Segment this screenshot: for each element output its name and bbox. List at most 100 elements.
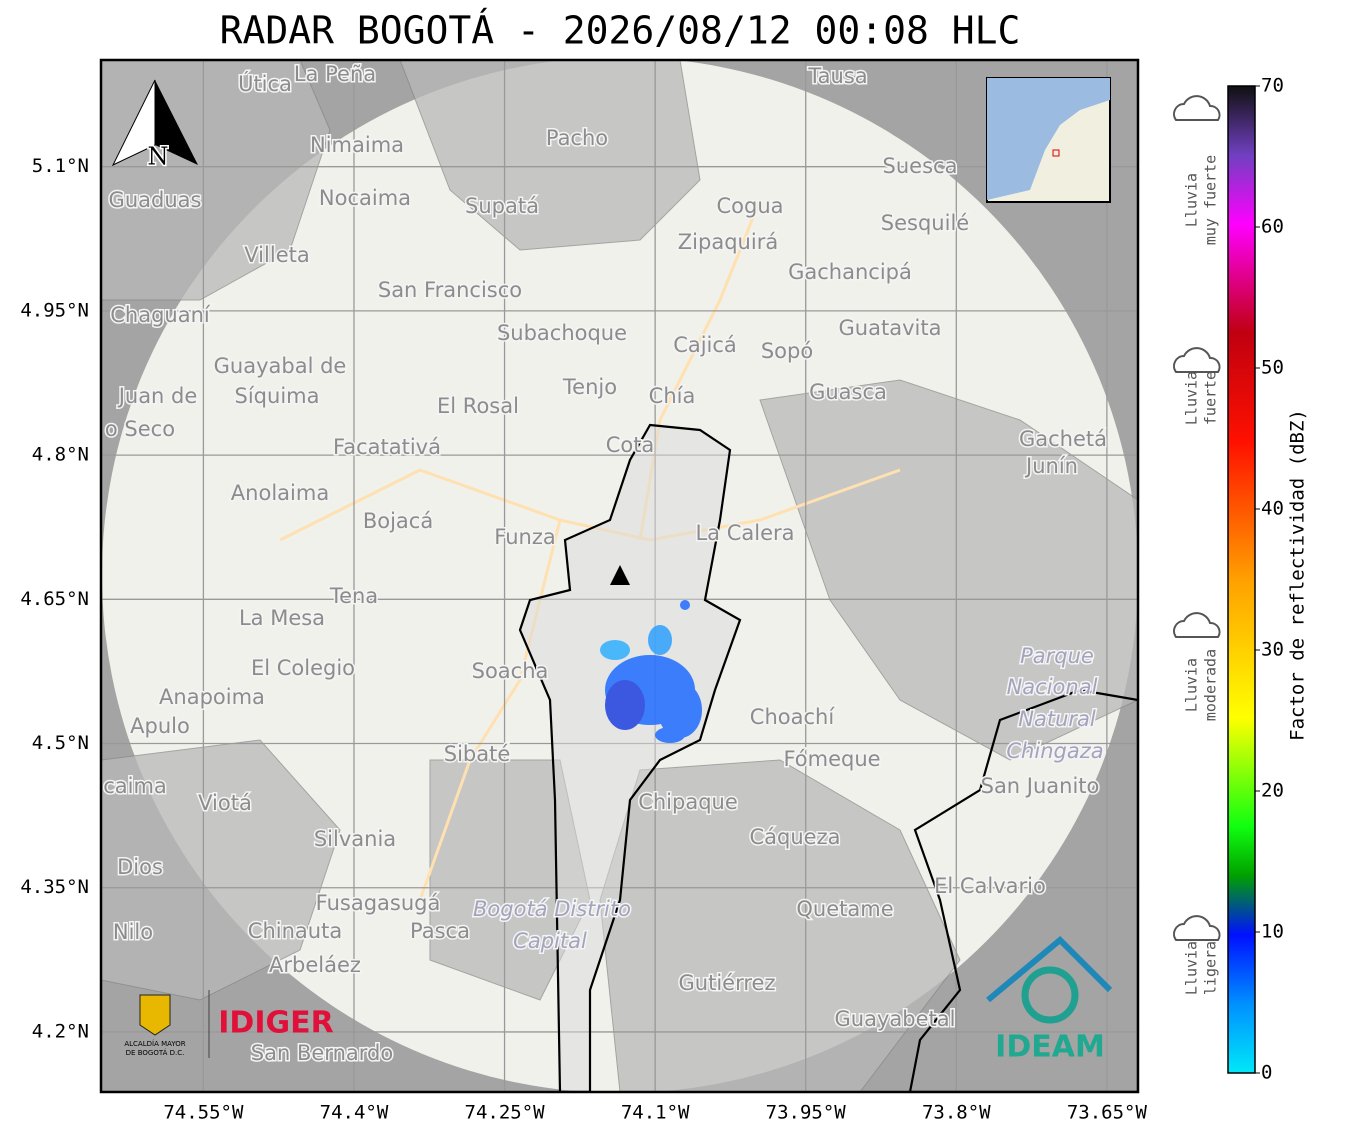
category-label: muy fuerte (1202, 155, 1220, 245)
place-label: Sesquilé (881, 211, 969, 235)
colorbar-tick-label: 40 (1261, 498, 1284, 520)
ideam-roof (986, 935, 1113, 1003)
place-label: Quetame (796, 897, 893, 921)
place-label: Juan de (117, 384, 198, 408)
ideam-swirl (1021, 966, 1079, 1024)
radar-site (610, 565, 630, 585)
category-label: Lluvia (1183, 941, 1201, 995)
place-label: La Calera (695, 521, 794, 545)
alcaldia-line: DE BOGOTÁ D.C. (126, 1048, 185, 1057)
place-label: El Calvario (934, 874, 1046, 898)
colorbar-tick-label: 60 (1261, 216, 1284, 238)
place-label: Guaduas (109, 188, 202, 212)
cloud-icon (1173, 612, 1221, 638)
lat-tick-label: 4.65°N (20, 588, 89, 610)
rain-category: Lluvia moderada (1173, 612, 1221, 721)
place-label: La Mesa (239, 606, 325, 630)
place-label: Choachí (750, 705, 836, 729)
place-label: Chaguaní (110, 303, 211, 327)
place-label: Fusagasugá (316, 891, 441, 915)
category-label: Lluvia (1183, 658, 1201, 712)
place-label: Guatavita (839, 316, 942, 340)
place-label: Cogua (716, 194, 783, 218)
rain-category: Lluvia muy fuerte (1173, 95, 1221, 245)
lon-tick-label: 74.25°W (465, 1102, 546, 1124)
place-label: Apulo (130, 714, 190, 738)
place-label: Suesca (883, 154, 958, 178)
place-label: Síquima (235, 384, 320, 408)
place-label: Villeta (244, 243, 309, 267)
place-label: Capital (513, 929, 587, 953)
lon-tick-label: 74.4°W (320, 1102, 389, 1124)
place-label: Facatativá (333, 435, 441, 459)
place-label: Bogotá Distrito (473, 897, 631, 921)
bogota-boundary (518, 423, 742, 1092)
place-label: o Seco (105, 417, 175, 441)
colorbar-tick-label: 10 (1261, 921, 1284, 943)
place-label: Supatá (465, 194, 539, 218)
place-label: Nimaima (310, 133, 404, 157)
place-label: Nocaima (319, 186, 411, 210)
place-label: Natural (1018, 707, 1096, 731)
place-label: Soacha (472, 659, 549, 683)
place-label: Gutiérrez (679, 971, 776, 995)
place-label: Nacional (1007, 675, 1098, 699)
place-label: caima (103, 774, 167, 798)
place-label: Funza (494, 525, 555, 549)
place-label: Parque (1020, 644, 1094, 668)
colorbar-tick-label: 0 (1261, 1062, 1272, 1084)
idiger-logo: IDIGER (218, 1006, 333, 1041)
place-label: Chía (649, 384, 696, 408)
place-label: Útica (238, 71, 292, 96)
lon-tick-label: 73.95°W (766, 1102, 847, 1124)
lat-tick-label: 5.1°N (32, 155, 89, 177)
place-label: Cota (606, 433, 655, 457)
place-label: Dios (117, 855, 163, 879)
place-label: Gachetá (1019, 427, 1107, 451)
place-label: Pasca (410, 919, 470, 943)
place-label: Zipaquirá (678, 230, 778, 254)
place-label: Nilo (113, 920, 153, 944)
place-label: Tausa (807, 64, 867, 88)
place-label: Guayabetal (835, 1007, 956, 1031)
category-label: Lluvia (1183, 371, 1201, 425)
north-label: N (148, 143, 169, 171)
ideam-logo: IDEAM (995, 1030, 1105, 1065)
place-label: Guayabal de (214, 354, 347, 378)
place-label: Anolaima (231, 481, 329, 505)
lat-tick-label: 4.35°N (20, 876, 89, 898)
place-label: San Juanito (981, 774, 1100, 798)
north-arrow-right (155, 80, 198, 165)
place-label: San Bernardo (251, 1041, 393, 1065)
cloud-icon (1173, 95, 1221, 121)
place-label: Chingaza (1006, 739, 1103, 763)
lat-tick-label: 4.95°N (20, 299, 89, 321)
place-label: Fómeque (783, 747, 880, 771)
map-frame (99, 58, 1140, 1094)
lon-tick-label: 73.65°W (1067, 1102, 1148, 1124)
place-label: Pacho (546, 126, 608, 150)
place-label: Anapoima (159, 685, 265, 709)
rain-category: Lluvia fuerte (1173, 347, 1221, 425)
colorbar-tick-label: 20 (1261, 780, 1284, 802)
place-label: Arbeláez (269, 953, 361, 977)
lat-tick-label: 4.8°N (32, 444, 89, 466)
cloud-icon (1173, 347, 1221, 373)
axis-ticks: 5.1°N 4.95°N 4.8°N 4.65°N 4.5°N 4.35°N 4.2°N 74… (20, 75, 1284, 1124)
title: RADAR BOGOTÁ - 2026/08/12 00:08 HLC (220, 9, 1021, 53)
place-label: Cajicá (673, 333, 737, 357)
lon-tick-label: 74.55°W (163, 1102, 244, 1124)
cloud-icon (1173, 915, 1221, 941)
place-label: Gachancipá (788, 260, 912, 284)
category-label: moderada (1202, 649, 1220, 721)
place-label: El Rosal (437, 394, 519, 418)
alcaldia-line: ALCALDÍA MAYOR (124, 1039, 185, 1048)
escudo (139, 994, 171, 1036)
place-label: Cáqueza (750, 825, 841, 849)
place-label: El Colegio (251, 656, 355, 680)
place-label: Silvania (314, 827, 396, 851)
place-label: Sibaté (444, 742, 511, 766)
chingaza-boundary (908, 688, 1138, 1092)
lon-tick-label: 73.8°W (922, 1102, 991, 1124)
